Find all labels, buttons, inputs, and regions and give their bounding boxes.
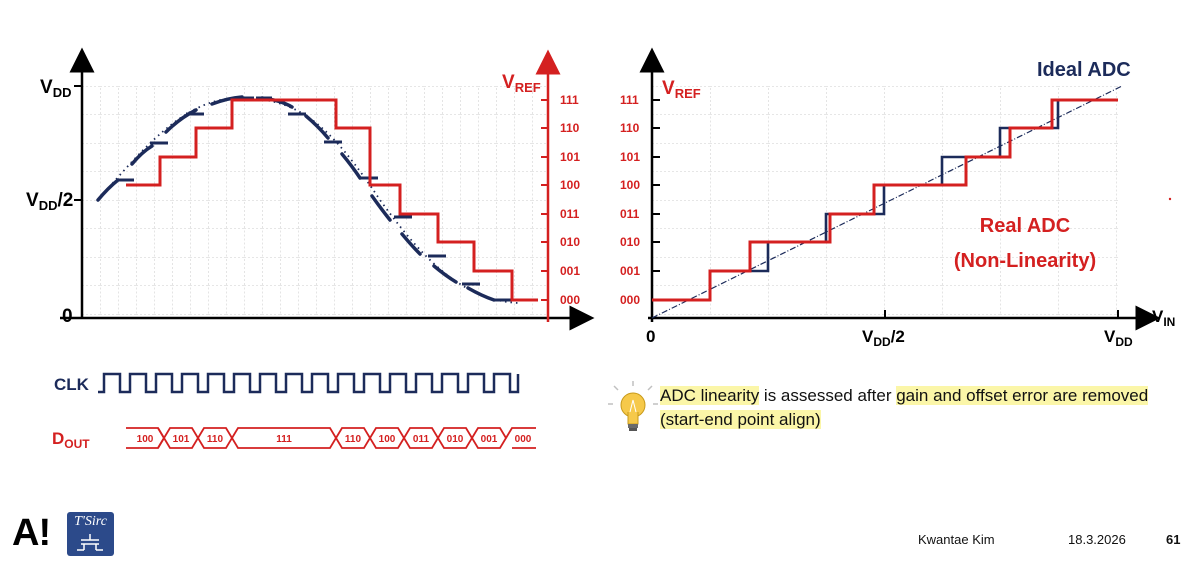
linearity-note: ADC linearity is assessed after gain and… (660, 384, 1180, 432)
code-100: 100 (620, 178, 640, 192)
right-y-ticks (652, 99, 1119, 318)
dout-code: 100 (137, 434, 154, 445)
vin-label: VIN (1152, 307, 1175, 329)
left-code-labels: 111 110 101 100 011 010 001 000 (560, 93, 580, 307)
dout-label: DOUT (52, 429, 90, 451)
note-text: is assessed after (759, 386, 897, 405)
stray-dot (1168, 197, 1172, 201)
real-adc-label: Real ADC (980, 215, 1070, 237)
dout-code: 100 (379, 434, 396, 445)
code-010: 010 (560, 235, 580, 249)
clk-waveform (98, 372, 520, 394)
dout-code: 111 (276, 434, 292, 445)
code-101: 101 (560, 150, 580, 164)
dout-code: 011 (413, 434, 430, 445)
code-101: 101 (620, 150, 640, 164)
dout-bus (126, 427, 536, 449)
code-000: 000 (620, 293, 640, 307)
aalto-logo: A! (12, 512, 51, 554)
timing-diagram: CLK DOUT 100 101 110 111 110 100 011 010… (52, 372, 536, 451)
dout-code: 010 (447, 434, 464, 445)
dout-code: 110 (345, 434, 362, 445)
right-vref-label: VREF (662, 78, 701, 101)
tsirc-logo: T'Sirc (67, 512, 114, 556)
right-chart: Ideal ADC VREF 111 110 101 100 011 010 0… (620, 47, 1175, 349)
vref-ticks (541, 99, 548, 301)
code-100: 100 (560, 178, 580, 192)
footer-page-number: 61 (1166, 532, 1181, 547)
label-zero: 0 (62, 306, 73, 327)
left-chart: VDD VDD/2 0 VREF 111 110 101 100 011 010… (26, 47, 595, 331)
footer-date: 18.3.2026 (1068, 532, 1126, 547)
code-010: 010 (620, 235, 640, 249)
x-label-zero: 0 (646, 327, 655, 346)
tsirc-logo-text: T'Sirc (74, 514, 107, 529)
left-grid (82, 86, 548, 315)
real-adc-sublabel: (Non-Linearity) (954, 250, 1096, 272)
dout-code: 001 (481, 434, 498, 445)
code-001: 001 (620, 264, 640, 278)
real-staircase (652, 98, 1118, 302)
code-110: 110 (560, 121, 580, 135)
quantized-output-staircase (126, 98, 538, 302)
note-highlight-3: (start-end point align) (660, 410, 821, 429)
code-111: 111 (620, 93, 639, 107)
code-001: 001 (560, 264, 580, 278)
dout-code: 101 (173, 434, 190, 445)
note-highlight-1: ADC linearity (660, 386, 760, 405)
code-000: 000 (560, 293, 580, 307)
dout-code: 000 (515, 434, 532, 445)
ideal-adc-title: Ideal ADC (1037, 59, 1131, 81)
label-vdd-half: VDD/2 (26, 190, 73, 213)
label-vdd: VDD (40, 77, 71, 100)
lightbulb-icon (608, 381, 658, 431)
dout-code: 110 (207, 434, 224, 445)
footer-author: Kwantae Kim (918, 532, 995, 547)
clk-label: CLK (54, 375, 90, 394)
right-code-labels: 111 110 101 100 011 010 001 000 (620, 93, 640, 307)
dout-codes: 100 101 110 111 110 100 011 010 001 000 (137, 434, 532, 445)
x-label-vdd-half: VDD/2 (862, 327, 905, 349)
left-vref-label: VREF (502, 72, 541, 95)
x-label-vdd: VDD (1104, 327, 1133, 349)
code-011: 011 (620, 207, 640, 221)
note-highlight-2: gain and offset error are removed (896, 386, 1149, 405)
transistor-icon (77, 534, 103, 551)
code-011: 011 (560, 207, 580, 221)
code-110: 110 (620, 121, 640, 135)
code-111: 111 (560, 93, 579, 107)
